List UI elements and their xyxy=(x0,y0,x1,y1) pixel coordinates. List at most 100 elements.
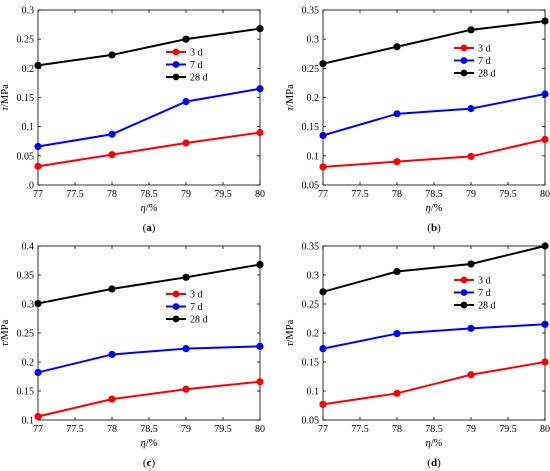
data-point xyxy=(319,345,327,353)
y-axis-unit: /MPa xyxy=(285,319,296,342)
data-point xyxy=(34,162,42,170)
plot-area xyxy=(322,245,546,421)
legend-label: 7 d xyxy=(478,288,491,299)
x-axis-unit: /% xyxy=(146,438,158,449)
y-axis-symbol: τ xyxy=(0,341,11,346)
y-tick-label: 0.1 xyxy=(307,151,320,162)
panel-label-letter: a xyxy=(146,222,152,234)
panel-label-paren-open: ( xyxy=(143,457,147,469)
y-tick-label: 0.35 xyxy=(302,6,320,17)
y-tick-label: 0.2 xyxy=(22,358,35,369)
y-tick-label: 0.15 xyxy=(17,387,35,398)
legend-marker xyxy=(460,44,468,52)
data-point xyxy=(108,395,116,403)
y-tick-label: 0.05 xyxy=(17,151,35,162)
y-tick-label: 0.05 xyxy=(302,181,320,192)
y-axis-symbol: τ xyxy=(0,106,11,111)
data-point xyxy=(182,345,190,353)
panel-label: (b) xyxy=(427,222,441,234)
panel-label-paren-open: ( xyxy=(427,222,431,234)
data-point xyxy=(393,267,401,276)
data-point xyxy=(393,158,401,166)
x-tick-label: 78 xyxy=(392,189,402,200)
legend-marker xyxy=(172,303,180,310)
legend-marker xyxy=(460,301,468,309)
panel-label-paren-close: ) xyxy=(437,222,441,234)
data-point xyxy=(34,299,42,308)
y-axis-symbol: τ xyxy=(285,341,296,346)
legend-label: 7 d xyxy=(478,56,491,67)
series-line-7d xyxy=(322,323,546,350)
legend-marker xyxy=(460,276,468,284)
y-tick-label: 0.2 xyxy=(307,329,320,340)
x-tick-label: 78 xyxy=(107,189,117,200)
data-point xyxy=(319,400,327,408)
x-axis-unit: /% xyxy=(146,203,158,214)
y-tick-label: 0.3 xyxy=(307,35,320,46)
panel-label-paren-open: ( xyxy=(143,222,147,234)
x-tick-label: 78 xyxy=(392,424,402,435)
series-line-3d xyxy=(37,380,261,418)
data-point xyxy=(108,285,116,293)
data-point xyxy=(256,85,264,93)
y-tick-label: 0.35 xyxy=(17,271,35,282)
legend-label: 3 d xyxy=(190,48,203,59)
data-point xyxy=(34,61,42,70)
data-point xyxy=(256,378,264,386)
chart-panel-d: 77 77.5 78 78.5 79 79.5 80 0.05 0.1 0.15 0.2 0.25 0.… xyxy=(285,242,550,470)
data-point xyxy=(182,385,190,393)
data-point xyxy=(34,368,42,377)
x-tick-label: 78.5 xyxy=(425,424,443,435)
x-tick-label: 77.5 xyxy=(66,189,84,200)
y-tick-label: 0.1 xyxy=(22,122,35,133)
series-line-28d xyxy=(37,263,261,305)
y-tick-label: 0.3 xyxy=(22,6,35,17)
x-tick-label: 77 xyxy=(33,424,43,435)
data-point xyxy=(541,242,549,250)
data-point xyxy=(182,139,190,147)
data-point xyxy=(319,131,327,140)
y-tick-label: 0.15 xyxy=(302,122,320,133)
y-tick-label: 0 xyxy=(29,181,34,192)
panel-label: (d) xyxy=(427,457,441,469)
x-tick-label: 79 xyxy=(466,189,476,200)
series-line-28d xyxy=(37,27,261,67)
series-line-7d xyxy=(37,87,261,148)
data-point xyxy=(467,371,475,379)
panel-label-letter: d xyxy=(431,457,437,469)
x-tick-label: 80 xyxy=(540,424,550,435)
data-point xyxy=(319,163,327,171)
x-tick-label: 80 xyxy=(255,189,265,200)
data-point xyxy=(393,389,401,397)
legend-label: 28 d xyxy=(478,301,496,312)
x-axis-label: η/% xyxy=(141,438,158,449)
legend-marker xyxy=(172,48,180,56)
data-point xyxy=(108,151,116,159)
data-point xyxy=(393,329,401,338)
legend-marker xyxy=(460,289,468,296)
panel-label-letter: b xyxy=(431,222,437,234)
chart-panel-b: 77 77.5 78 78.5 79 79.5 80 0.05 0.1 0.15 0.2 0.25 0.… xyxy=(285,6,550,235)
x-axis-label: η/% xyxy=(141,203,158,214)
x-tick-label: 78.5 xyxy=(425,189,443,200)
data-point xyxy=(182,273,190,281)
data-point xyxy=(467,26,475,34)
data-point xyxy=(108,130,116,138)
y-tick-label: 0.15 xyxy=(17,93,35,104)
x-axis-symbol: η xyxy=(141,203,146,214)
data-point xyxy=(541,320,549,328)
y-tick-label: 0.25 xyxy=(302,64,320,75)
data-point xyxy=(256,25,264,33)
legend-label: 7 d xyxy=(190,302,203,313)
y-tick-label: 0.25 xyxy=(302,300,320,311)
x-tick-label: 77.5 xyxy=(351,189,369,200)
panel-label: (a) xyxy=(143,222,156,234)
legend-label: 28 d xyxy=(478,69,496,80)
y-tick-label: 0.25 xyxy=(17,329,35,340)
data-point xyxy=(182,35,190,43)
y-axis-label: τ/MPa xyxy=(0,84,11,111)
y-tick-label: 0.4 xyxy=(22,242,35,253)
x-axis-symbol: η xyxy=(141,438,146,449)
x-tick-label: 77.5 xyxy=(66,424,84,435)
data-point xyxy=(256,128,264,137)
